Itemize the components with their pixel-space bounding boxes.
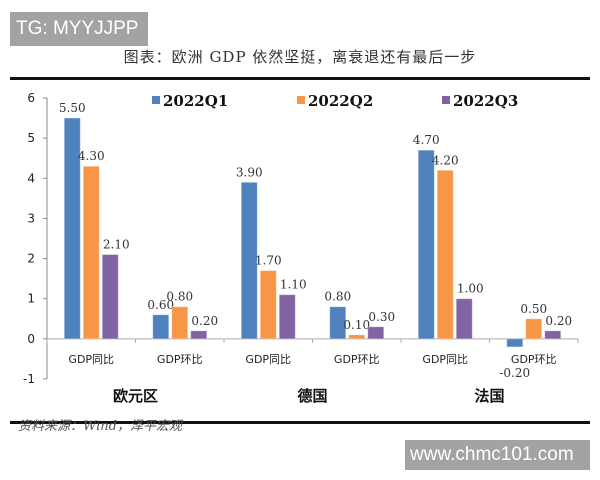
data-label: 5.50 [59, 101, 86, 115]
bar-2022Q2-0 [82, 165, 100, 340]
data-label: 1.10 [280, 278, 307, 292]
watermark-top: TG: MYYJJPP [10, 12, 148, 46]
source-note: 资料来源：Wind，泽平宏观 [18, 419, 182, 434]
y-tick-label: 6 [27, 91, 35, 105]
bar-2022Q3-1 [190, 330, 208, 340]
bar-2022Q1-5 [506, 338, 524, 348]
category-label: GDP同比 [245, 353, 291, 366]
legend-swatch [297, 96, 305, 104]
bar-2022Q1-2 [240, 181, 258, 340]
group-label: 欧元区 [113, 387, 158, 405]
group-label: 法国 [474, 387, 504, 405]
bar-2022Q1-1 [152, 314, 170, 340]
bar-2022Q3-4 [455, 298, 473, 340]
bar-2022Q1-3 [329, 306, 347, 340]
legend-swatch [152, 96, 160, 104]
bar-2022Q3-0 [101, 254, 119, 340]
data-label: 0.50 [520, 302, 547, 316]
category-label: GDP环比 [157, 353, 203, 366]
data-label: 4.20 [432, 153, 459, 167]
data-label: 1.70 [255, 254, 282, 268]
data-label: 2.10 [103, 238, 130, 252]
data-label: 0.10 [343, 318, 370, 332]
data-label: 0.20 [545, 314, 572, 328]
top-rule [10, 77, 590, 80]
bar-2022Q3-5 [544, 330, 562, 340]
category-label: GDP同比 [422, 353, 468, 366]
legend-label: 2022Q3 [453, 92, 518, 110]
data-label: 0.80 [324, 290, 351, 304]
bar-2022Q3-2 [278, 294, 296, 340]
y-tick-label: 2 [27, 252, 35, 266]
data-label: 0.30 [368, 310, 395, 324]
data-label: 0.20 [191, 314, 218, 328]
bottom-rule [10, 421, 590, 424]
data-label: 3.90 [236, 165, 263, 179]
data-label: 0.60 [147, 298, 174, 312]
y-tick-label: -1 [23, 372, 35, 386]
y-tick-label: 5 [27, 131, 35, 145]
bar-2022Q3-3 [367, 326, 385, 340]
chart-title: 图表：欧洲 GDP 依然坚挺，离衰退还有最后一步 [123, 48, 477, 66]
category-label: GDP环比 [511, 353, 557, 366]
bar-2022Q2-3 [348, 334, 366, 340]
legend-label: 2022Q2 [308, 92, 373, 110]
legend-label: 2022Q1 [163, 92, 228, 110]
data-label: -0.20 [499, 366, 530, 380]
y-tick-label: 4 [27, 171, 35, 185]
bar-2022Q2-1 [171, 306, 189, 340]
data-label: 4.30 [78, 149, 105, 163]
legend-swatch [442, 96, 450, 104]
data-label: 0.80 [166, 290, 193, 304]
watermark-bottom: www.chmc101.com [405, 440, 590, 470]
bar-2022Q1-0 [63, 117, 81, 340]
bar-2022Q1-4 [417, 149, 435, 340]
group-label: 德国 [297, 387, 327, 405]
category-label: GDP同比 [68, 353, 114, 366]
y-tick-label: 3 [27, 211, 35, 225]
y-tick-label: 1 [27, 292, 35, 306]
y-tick-label: 0 [27, 332, 35, 346]
category-label: GDP环比 [334, 353, 380, 366]
data-label: 1.00 [457, 282, 484, 296]
data-label: 4.70 [413, 133, 440, 147]
bar-2022Q2-4 [436, 169, 454, 340]
bar-2022Q2-2 [259, 270, 277, 340]
bar-2022Q2-5 [525, 318, 543, 340]
